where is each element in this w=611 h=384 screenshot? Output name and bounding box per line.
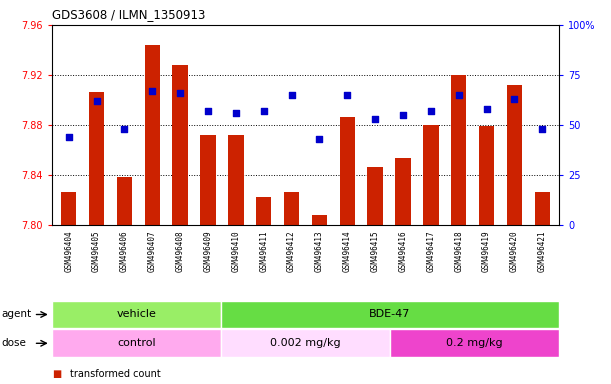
Text: vehicle: vehicle bbox=[117, 310, 156, 319]
Text: 0.002 mg/kg: 0.002 mg/kg bbox=[270, 338, 341, 348]
Text: transformed count: transformed count bbox=[70, 369, 161, 379]
Text: GSM496416: GSM496416 bbox=[398, 230, 408, 272]
Point bbox=[342, 92, 352, 98]
Bar bbox=[89, 92, 104, 225]
Text: GDS3608 / ILMN_1350913: GDS3608 / ILMN_1350913 bbox=[52, 8, 205, 21]
Point bbox=[64, 134, 73, 140]
Bar bbox=[367, 167, 383, 225]
Bar bbox=[451, 75, 466, 225]
Point bbox=[426, 108, 436, 114]
Text: GSM496421: GSM496421 bbox=[538, 230, 547, 272]
Bar bbox=[479, 126, 494, 225]
Point bbox=[259, 108, 269, 114]
Text: dose: dose bbox=[1, 338, 26, 348]
Bar bbox=[390, 329, 559, 357]
Text: GSM496412: GSM496412 bbox=[287, 230, 296, 272]
Point bbox=[175, 90, 185, 96]
Text: GSM496420: GSM496420 bbox=[510, 230, 519, 272]
Text: GSM496415: GSM496415 bbox=[371, 230, 379, 272]
Text: GSM496406: GSM496406 bbox=[120, 230, 129, 272]
Point bbox=[481, 106, 491, 112]
Text: GSM496414: GSM496414 bbox=[343, 230, 352, 272]
Bar bbox=[145, 45, 160, 225]
Text: 0.2 mg/kg: 0.2 mg/kg bbox=[446, 338, 503, 348]
Bar bbox=[172, 65, 188, 225]
Text: BDE-47: BDE-47 bbox=[369, 310, 411, 319]
Point bbox=[287, 92, 296, 98]
Text: GSM496413: GSM496413 bbox=[315, 230, 324, 272]
Text: GSM496408: GSM496408 bbox=[175, 230, 185, 272]
Text: GSM496409: GSM496409 bbox=[203, 230, 213, 272]
Text: GSM496411: GSM496411 bbox=[259, 230, 268, 272]
Point bbox=[315, 136, 324, 142]
Bar bbox=[228, 135, 244, 225]
Text: GSM496410: GSM496410 bbox=[232, 230, 240, 272]
Point bbox=[147, 88, 157, 94]
Point bbox=[538, 126, 547, 132]
Bar bbox=[535, 192, 550, 225]
Bar bbox=[52, 301, 221, 328]
Text: GSM496405: GSM496405 bbox=[92, 230, 101, 272]
Text: GSM496419: GSM496419 bbox=[482, 230, 491, 272]
Bar bbox=[221, 301, 559, 328]
Bar bbox=[200, 135, 216, 225]
Bar bbox=[340, 117, 355, 225]
Bar bbox=[52, 329, 221, 357]
Point bbox=[231, 110, 241, 116]
Bar bbox=[423, 125, 439, 225]
Text: GSM496404: GSM496404 bbox=[64, 230, 73, 272]
Point bbox=[370, 116, 380, 122]
Text: GSM496417: GSM496417 bbox=[426, 230, 436, 272]
Bar bbox=[284, 192, 299, 225]
Text: GSM496407: GSM496407 bbox=[148, 230, 157, 272]
Point bbox=[454, 92, 464, 98]
Bar bbox=[256, 197, 271, 225]
Bar bbox=[221, 329, 390, 357]
Text: ■: ■ bbox=[52, 369, 61, 379]
Text: GSM496418: GSM496418 bbox=[454, 230, 463, 272]
Bar bbox=[312, 215, 327, 225]
Point bbox=[398, 112, 408, 118]
Bar bbox=[395, 159, 411, 225]
Text: agent: agent bbox=[1, 310, 31, 319]
Point bbox=[120, 126, 130, 132]
Text: control: control bbox=[117, 338, 156, 348]
Bar bbox=[117, 177, 132, 225]
Point bbox=[510, 96, 519, 102]
Point bbox=[203, 108, 213, 114]
Point bbox=[92, 98, 101, 104]
Bar bbox=[507, 85, 522, 225]
Bar bbox=[61, 192, 76, 225]
